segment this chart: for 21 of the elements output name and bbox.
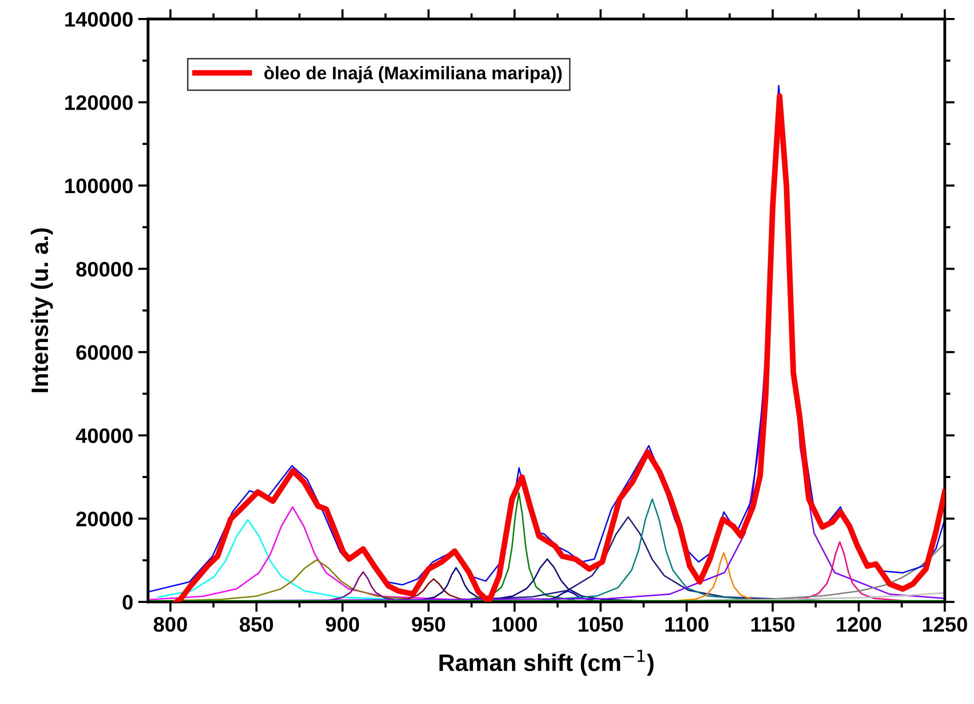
y-tick-label: 80000	[76, 262, 133, 277]
x-tick-label: 850	[240, 617, 273, 632]
y-tick-label: 100000	[65, 178, 133, 194]
y-tick-label: 0	[122, 594, 133, 610]
x-tick-label: 1000	[492, 617, 537, 632]
y-axis-title: Intensity (u. a.)	[30, 228, 53, 392]
y-tick-label: 140000	[65, 12, 133, 27]
x-tick-label: 900	[326, 617, 360, 632]
y-tick-label: 20000	[76, 512, 133, 526]
x-tick-label: 950	[412, 617, 446, 632]
x-tick-label: 1200	[836, 617, 882, 632]
x-tick-label: 1150	[751, 617, 794, 632]
x-axis-title: Raman shift (cm$^{−1}$)	[440, 650, 654, 676]
legend-label: òleo de Inajá (Maximiliana maripa))	[264, 66, 562, 83]
x-tick-label: 800	[154, 617, 187, 632]
y-tick-label: 120000	[65, 95, 133, 110]
y-tick-label: 40000	[76, 428, 133, 444]
x-tick-label: 1250	[922, 617, 968, 632]
x-tick-label: 1100	[665, 617, 708, 632]
x-tick-label: 1050	[578, 617, 623, 632]
y-tick-label: 60000	[76, 345, 133, 360]
